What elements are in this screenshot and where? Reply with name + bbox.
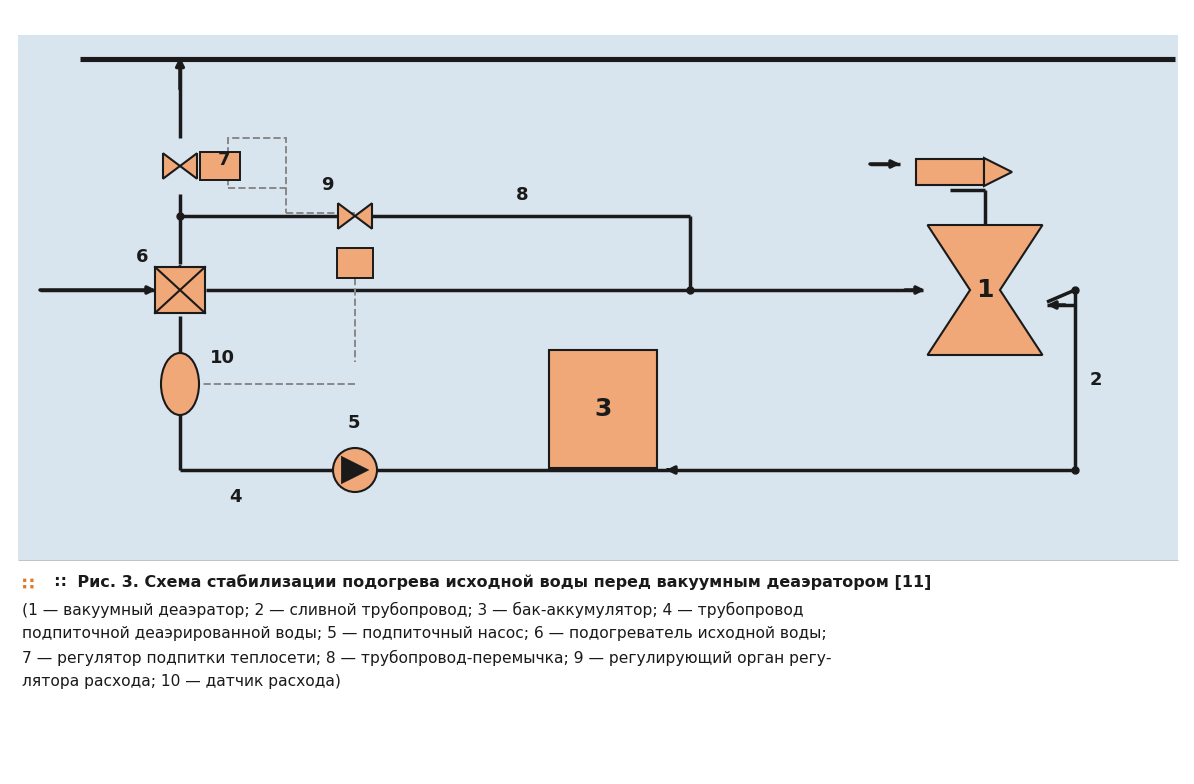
Text: 3: 3: [595, 397, 611, 421]
Polygon shape: [355, 203, 373, 229]
Text: 9: 9: [321, 176, 333, 194]
Text: 6: 6: [136, 248, 148, 266]
Text: 7: 7: [219, 151, 230, 169]
Polygon shape: [928, 225, 1042, 355]
Polygon shape: [341, 456, 369, 484]
Bar: [228, 138, 287, 188]
Text: 4: 4: [229, 488, 241, 506]
Text: 8: 8: [516, 186, 529, 204]
Text: 1: 1: [977, 278, 993, 302]
Bar: [916, 159, 984, 185]
Text: ∷  Рис. 3. Схема стабилизации подогрева исходной воды перед вакуумным деаэраторо: ∷ Рис. 3. Схема стабилизации подогрева и…: [55, 574, 931, 590]
Bar: [18, 35, 1178, 560]
Text: 10: 10: [210, 349, 235, 367]
Bar: [0, 560, 1194, 784]
Text: 7 — регулятор подпитки теплосети; 8 — трубопровод-перемычка; 9 — регулирующий ор: 7 — регулятор подпитки теплосети; 8 — тр…: [21, 650, 831, 666]
Text: 2: 2: [1090, 371, 1102, 389]
Bar: [201, 152, 240, 180]
Polygon shape: [984, 158, 1013, 186]
Bar: [549, 350, 657, 468]
Text: подпиточной деаэрированной воды; 5 — подпиточный насос; 6 — подогреватель исходн: подпиточной деаэрированной воды; 5 — под…: [21, 626, 826, 641]
Polygon shape: [164, 153, 180, 179]
Bar: [337, 248, 373, 278]
Bar: [155, 267, 205, 313]
Circle shape: [333, 448, 377, 492]
Ellipse shape: [161, 353, 199, 415]
Polygon shape: [338, 203, 355, 229]
Text: лятора расхода; 10 — датчик расхода): лятора расхода; 10 — датчик расхода): [21, 674, 340, 689]
Text: (1 — вакуумный деаэратор; 2 — сливной трубопровод; 3 — бак-аккумулятор; 4 — труб: (1 — вакуумный деаэратор; 2 — сливной тр…: [21, 602, 804, 618]
Text: ∷: ∷: [21, 576, 35, 594]
Polygon shape: [180, 153, 197, 179]
Text: 5: 5: [347, 414, 361, 432]
